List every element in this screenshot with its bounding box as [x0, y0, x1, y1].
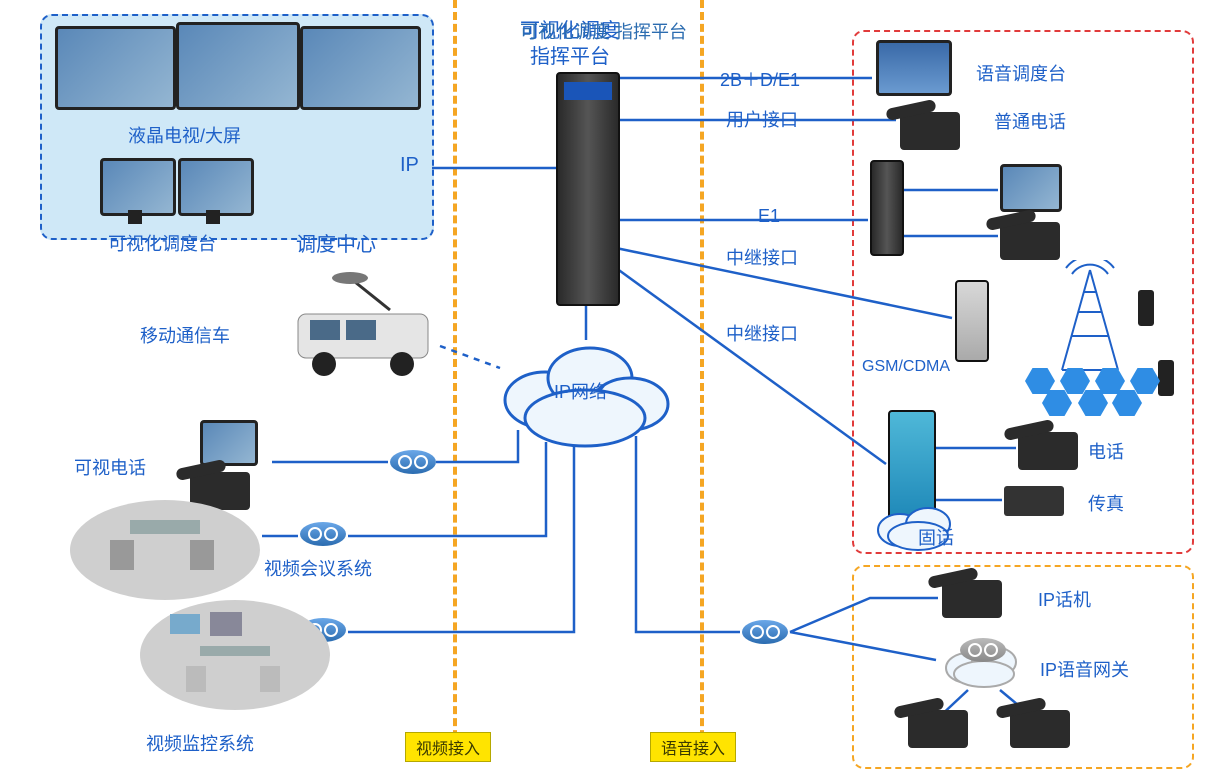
- remote-phone: [1000, 222, 1060, 260]
- label-mobile_vehicle: 移动通信车: [140, 322, 230, 348]
- label-iface_e1: E1: [758, 206, 780, 227]
- label-gsm_cdma: GSM/CDMA: [862, 358, 950, 376]
- label-dispatch_lcd: 液晶电视/大屏: [128, 122, 241, 148]
- label-ip_gateway: IP语音网关: [1040, 656, 1129, 682]
- tag-video-access: 视频接入: [405, 732, 491, 762]
- mobile-handset-2: [1158, 360, 1174, 396]
- cloud-ip-network: IP网络: [490, 330, 680, 450]
- divider-left: [453, 0, 457, 762]
- label-pstn: 固话: [918, 524, 954, 550]
- router-1: [390, 450, 436, 474]
- mobile-vehicle-icon: [280, 270, 440, 380]
- server-rack: [556, 72, 620, 306]
- label-plain_phone: 普通电话: [994, 108, 1066, 134]
- ip-gw-phone-1: [908, 710, 968, 748]
- label-ip_phone: IP话机: [1038, 586, 1091, 612]
- label-video_surv: 视频监控系统: [146, 730, 254, 756]
- remote-monitor: [1000, 164, 1062, 212]
- console-2-stand: [206, 210, 220, 224]
- ip-phone-icon: [942, 580, 1002, 618]
- ip-gateway-router: [960, 638, 1006, 662]
- console-1-stand: [128, 210, 142, 224]
- ip-gw-phone-2: [1010, 710, 1070, 748]
- console-2: [178, 158, 254, 216]
- lcd-1: [55, 26, 176, 110]
- ellipse-video-surv: [140, 600, 330, 710]
- lcd-2: [176, 22, 300, 110]
- label-iface_trunk2: 中继接口: [726, 320, 798, 346]
- label-iface_user: 用户接口: [726, 106, 798, 132]
- remote-rack: [870, 160, 904, 256]
- label-iface_2bd: 2B＋D/E1: [720, 66, 800, 92]
- label-dispatch_center: 调度中心: [296, 228, 376, 257]
- tag-voice-access: 语音接入: [650, 732, 736, 762]
- mobile-handset-1: [1138, 290, 1154, 326]
- plain-phone-icon: [900, 112, 960, 150]
- ellipse-video-conf: [70, 500, 260, 600]
- label-video_conf: 视频会议系统: [264, 555, 372, 581]
- router-4: [742, 620, 788, 644]
- video-phone-icon: [200, 420, 260, 504]
- cloud-label: IP网络: [554, 378, 607, 404]
- label-voice_console: 语音调度台: [976, 60, 1066, 86]
- console-1: [100, 158, 176, 216]
- fax-icon: [1004, 486, 1064, 516]
- label-iface_trunk: 中继接口: [726, 244, 798, 270]
- label-video_phone: 可视电话: [74, 454, 146, 480]
- divider-right: [700, 0, 704, 762]
- radio-tower-icon: [1050, 260, 1130, 385]
- gsm-box: [955, 280, 989, 362]
- label-dispatch_console: 可视化调度台: [108, 230, 216, 256]
- label-ip: IP: [400, 154, 419, 177]
- router-2: [300, 522, 346, 546]
- label-fax: 传真: [1088, 490, 1124, 516]
- tel-phone-icon: [1018, 432, 1078, 470]
- label-platform_title: 可视化调度 指挥平台: [520, 18, 687, 44]
- voice-console-screen: [876, 40, 952, 96]
- label-phone: 电话: [1088, 438, 1124, 464]
- lcd-3: [300, 26, 421, 110]
